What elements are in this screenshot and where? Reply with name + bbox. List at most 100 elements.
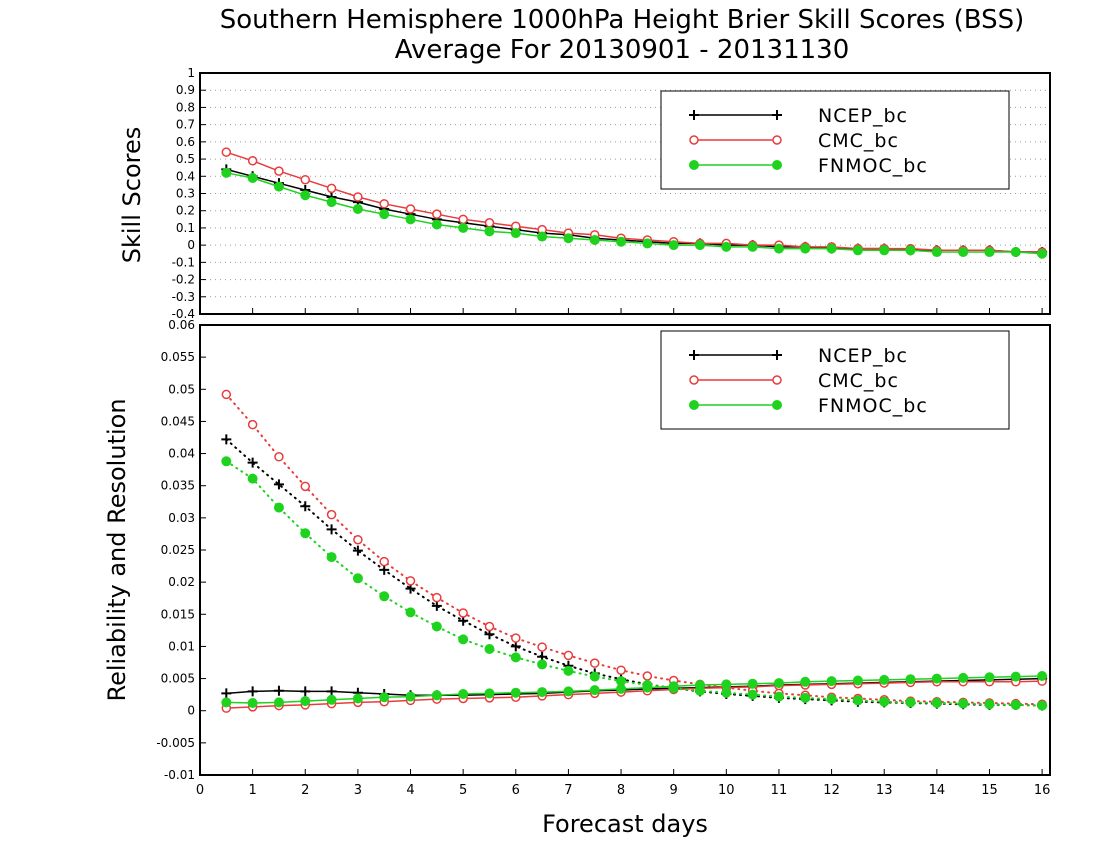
data-point (563, 233, 574, 244)
data-point (984, 247, 995, 258)
y-tick-label: 0.045 (161, 414, 195, 428)
data-point (458, 214, 468, 225)
y-tick-label: 0 (187, 238, 195, 252)
data-point (616, 676, 627, 687)
data-point (510, 652, 521, 663)
data-point (747, 689, 758, 700)
x-tick-label: 8 (617, 783, 625, 798)
data-point (537, 659, 548, 670)
data-point (879, 674, 890, 685)
data-point (589, 685, 600, 696)
legend-label: CMC_bc (818, 130, 899, 152)
data-point (905, 697, 916, 708)
data-point (300, 696, 311, 707)
data-point (773, 691, 784, 702)
x-tick-label: 3 (354, 783, 362, 798)
data-point (274, 166, 284, 176)
y-tick-label: 0.7 (176, 118, 195, 132)
legend-label: NCEP_bc (818, 345, 908, 367)
data-point (326, 524, 337, 535)
data-point (352, 693, 363, 704)
data-point (589, 671, 600, 682)
data-point (668, 240, 679, 251)
data-point (352, 573, 363, 584)
data-point (931, 673, 942, 684)
legend-marker (689, 135, 699, 145)
data-point (958, 247, 969, 258)
data-point (405, 607, 416, 618)
top-panel-y-axis-label: Skill Scores (118, 127, 146, 264)
data-point (1037, 671, 1048, 681)
data-point (484, 621, 495, 632)
data-point (379, 564, 390, 575)
y-tick-label: 0.2 (176, 204, 195, 218)
data-point (800, 676, 811, 687)
top-panel-legend: NCEP_bc CMC_bc FNMOC_bc (660, 90, 1010, 190)
legend-label: CMC_bc (818, 370, 899, 392)
y-tick-label: 0.1 (176, 221, 195, 235)
data-point (221, 389, 232, 400)
data-point (353, 192, 363, 202)
y-tick-label: 0 (187, 704, 195, 718)
data-point (300, 481, 311, 492)
data-point (905, 245, 916, 256)
data-point (510, 687, 521, 698)
legend-marker (772, 350, 782, 360)
data-point (326, 694, 337, 705)
data-point (510, 641, 521, 652)
data-point (905, 674, 916, 685)
y-tick-label: 0.9 (176, 83, 195, 97)
y-tick-label: -0.01 (164, 768, 195, 782)
data-point (511, 633, 521, 643)
data-point (852, 695, 863, 706)
data-point (747, 241, 758, 252)
data-point (589, 234, 600, 245)
data-point (931, 247, 942, 258)
data-point (852, 675, 863, 686)
data-point (247, 419, 258, 430)
data-point (721, 241, 732, 252)
legend-entry-FNMOC_bc: FNMOC_bc (689, 395, 928, 417)
data-point (826, 243, 837, 254)
data-point (300, 174, 311, 185)
legend-marker (772, 375, 782, 385)
data-point (458, 689, 469, 699)
bottom-panel-y-ticks: 0.06 0.055 0.05 0.045 0.04 0.035 0.03 0.025 0.02… (156, 318, 206, 782)
x-tick-label: 11 (771, 783, 788, 798)
legend-label: FNMOC_bc (818, 395, 928, 417)
legend-entry-NCEP_bc: NCEP_bc (689, 345, 908, 367)
data-point (405, 691, 416, 702)
data-point (221, 147, 232, 157)
data-point (484, 218, 495, 228)
chart-title-line2: Average For 20130901 - 20131130 (395, 35, 850, 65)
legend-marker (772, 400, 782, 410)
data-point (1010, 247, 1021, 258)
data-point (879, 245, 890, 256)
y-tick-label: 0.03 (168, 511, 195, 525)
x-tick-label: 7 (564, 783, 572, 798)
data-point (432, 592, 442, 603)
data-point (379, 556, 389, 567)
series-FNMOC_bc-resolution (221, 456, 1048, 711)
y-tick-label: 0.005 (161, 672, 195, 686)
y-tick-label: 0.055 (161, 350, 195, 364)
data-point (510, 228, 521, 239)
legend-label: FNMOC_bc (818, 155, 928, 177)
data-point (273, 697, 284, 708)
x-tick-label: 2 (301, 783, 309, 798)
data-point (721, 679, 732, 690)
data-point (537, 687, 548, 698)
x-tick-label: 13 (876, 783, 893, 798)
data-point (352, 203, 363, 214)
data-point (273, 181, 284, 192)
x-tick-label: 9 (670, 783, 678, 798)
data-point (537, 231, 548, 242)
y-tick-label: 0.015 (161, 607, 195, 621)
y-tick-label: 0.4 (176, 169, 195, 183)
data-point (773, 243, 784, 254)
x-tick-label: 10 (718, 783, 735, 798)
skill-score-panel: 1 0.9 0.8 0.7 0.6 0.5 0.4 0.3 0.2 0.1 0 -0.1 -0.2 -0.… (118, 66, 1051, 321)
data-point (931, 698, 942, 708)
series-line (225, 460, 1044, 707)
